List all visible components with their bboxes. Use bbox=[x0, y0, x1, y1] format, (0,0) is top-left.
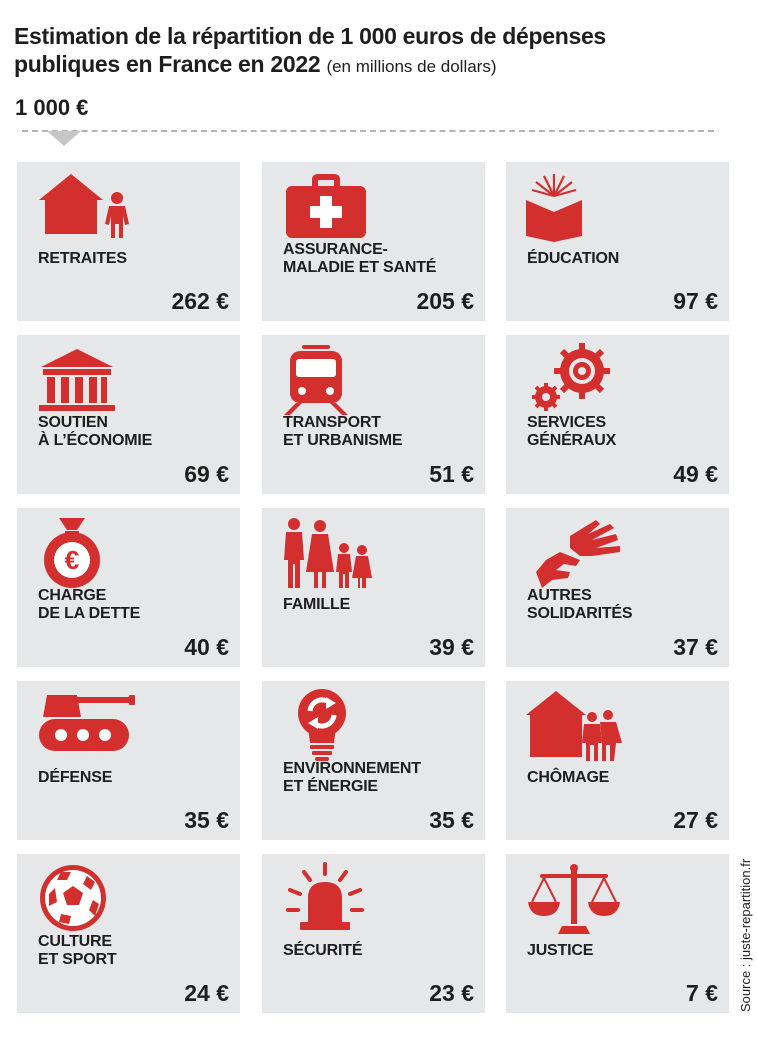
book-icon bbox=[526, 168, 626, 244]
football-icon bbox=[37, 860, 137, 936]
tile-label: ÉDUCATION bbox=[527, 250, 620, 267]
tile-value: 39 € bbox=[429, 634, 474, 660]
medical-kit-icon bbox=[282, 168, 382, 244]
tile-retraites: RETRAITES 262 € bbox=[17, 162, 240, 321]
title-subtitle: (en millions de dollars) bbox=[326, 57, 497, 76]
house-person-icon bbox=[37, 168, 137, 244]
tile-label: CHARGE DE LA DETTE bbox=[38, 587, 141, 622]
tile-value: 69 € bbox=[184, 461, 229, 487]
helping-hands-icon bbox=[526, 514, 626, 590]
train-icon bbox=[282, 341, 382, 417]
tile-value: 35 € bbox=[184, 807, 229, 833]
tile-value: 262 € bbox=[171, 288, 229, 314]
tile-soutien-economie: SOUTIEN À L’ÉCONOMIE 69 € bbox=[17, 335, 240, 494]
chart-title: Estimation de la répartition de 1 000 eu… bbox=[14, 22, 714, 81]
tile-label: RETRAITES bbox=[38, 250, 127, 267]
tile-chomage: CHÔMAGE 27 € bbox=[506, 681, 729, 840]
tile-label: AUTRES SOLIDARITÉS bbox=[527, 587, 633, 622]
title-main: Estimation de la répartition de 1 000 eu… bbox=[14, 23, 606, 77]
source-credit: Source : juste-repartition.fr bbox=[738, 858, 753, 1012]
tile-transport: TRANSPORT ET URBANISME 51 € bbox=[262, 335, 485, 494]
tile-autres-solidarites: AUTRES SOLIDARITÉS 37 € bbox=[506, 508, 729, 667]
tile-label: ASSURANCE- MALADIE ET SANTÉ bbox=[283, 241, 437, 276]
bank-building-icon bbox=[37, 341, 137, 417]
pointer-arrow bbox=[47, 131, 81, 146]
tile-value: 49 € bbox=[673, 461, 718, 487]
tile-value: 37 € bbox=[673, 634, 718, 660]
tile-culture-sport: CULTURE ET SPORT 24 € bbox=[17, 854, 240, 1013]
gears-icon bbox=[526, 341, 626, 417]
tile-label: SERVICES GÉNÉRAUX bbox=[527, 414, 617, 449]
dashed-divider bbox=[22, 130, 714, 132]
tile-education: ÉDUCATION 97 € bbox=[506, 162, 729, 321]
scales-icon bbox=[526, 860, 626, 936]
tile-label: SOUTIEN À L’ÉCONOMIE bbox=[38, 414, 153, 449]
tile-label: FAMILLE bbox=[283, 596, 351, 613]
tile-label: ENVIRONNEMENT ET ÉNERGIE bbox=[283, 760, 421, 795]
tile-services-generaux: SERVICES GÉNÉRAUX 49 € bbox=[506, 335, 729, 494]
total-amount: 1 000 € bbox=[15, 95, 89, 120]
tile-value: 97 € bbox=[673, 288, 718, 314]
tile-label: CHÔMAGE bbox=[527, 769, 610, 786]
tile-value: 23 € bbox=[429, 980, 474, 1006]
house-people-icon bbox=[526, 687, 626, 763]
tile-value: 24 € bbox=[184, 980, 229, 1006]
family-icon bbox=[282, 514, 382, 590]
tile-value: 27 € bbox=[673, 807, 718, 833]
tile-label: CULTURE ET SPORT bbox=[38, 933, 117, 968]
tile-charge-dette: € CHARGE DE LA DETTE 40 € bbox=[17, 508, 240, 667]
tile-label: SÉCURITÉ bbox=[283, 942, 363, 959]
tile-value: 205 € bbox=[416, 288, 474, 314]
tile-assurance-maladie: ASSURANCE- MALADIE ET SANTÉ 205 € bbox=[262, 162, 485, 321]
tile-label: TRANSPORT ET URBANISME bbox=[283, 414, 403, 449]
tile-environnement: ENVIRONNEMENT ET ÉNERGIE 35 € bbox=[262, 681, 485, 840]
siren-icon bbox=[282, 860, 382, 936]
tile-value: 40 € bbox=[184, 634, 229, 660]
svg-text:€: € bbox=[65, 545, 79, 575]
tile-value: 35 € bbox=[429, 807, 474, 833]
euro-money-bag-icon: € bbox=[37, 514, 137, 590]
tile-label: JUSTICE bbox=[527, 942, 594, 959]
recycle-bulb-icon bbox=[282, 687, 382, 763]
tile-label: DÉFENSE bbox=[38, 769, 113, 786]
tile-famille: FAMILLE 39 € bbox=[262, 508, 485, 667]
tile-justice: JUSTICE 7 € bbox=[506, 854, 729, 1013]
tile-defense: DÉFENSE 35 € bbox=[17, 681, 240, 840]
tile-securite: SÉCURITÉ 23 € bbox=[262, 854, 485, 1013]
tank-icon bbox=[37, 687, 137, 763]
tile-value: 7 € bbox=[686, 980, 718, 1006]
tile-value: 51 € bbox=[429, 461, 474, 487]
